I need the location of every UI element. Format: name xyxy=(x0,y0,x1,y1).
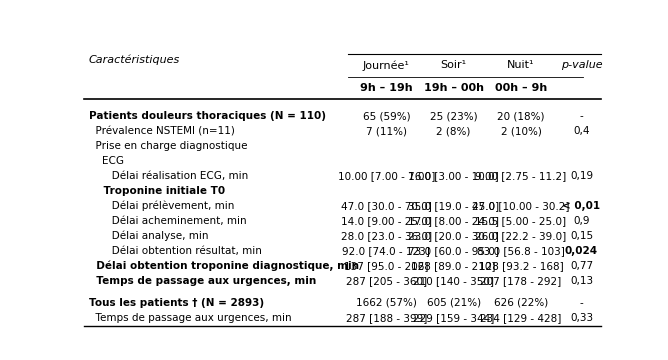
Text: Soir¹: Soir¹ xyxy=(441,60,467,70)
Text: < 0,01: < 0,01 xyxy=(562,201,601,211)
Text: 2 (10%): 2 (10%) xyxy=(500,126,541,136)
Text: -: - xyxy=(580,111,583,121)
Text: 0,13: 0,13 xyxy=(570,276,593,286)
Text: 00h – 9h: 00h – 9h xyxy=(495,82,547,93)
Text: 626 (22%): 626 (22%) xyxy=(494,298,548,308)
Text: 0,4: 0,4 xyxy=(573,126,590,136)
Text: 17.0 [8.00 - 24.0]: 17.0 [8.00 - 24.0] xyxy=(408,216,499,226)
Text: 229 [159 - 344]: 229 [159 - 344] xyxy=(413,313,494,323)
Text: 9h – 19h: 9h – 19h xyxy=(360,82,413,93)
Text: Délai analyse, min: Délai analyse, min xyxy=(89,231,208,242)
Text: 234 [129 - 428]: 234 [129 - 428] xyxy=(480,313,562,323)
Text: 0,19: 0,19 xyxy=(570,171,593,181)
Text: -: - xyxy=(580,298,583,308)
Text: Délai prélèvement, min: Délai prélèvement, min xyxy=(89,201,234,211)
Text: Patients douleurs thoraciques (N = 110): Patients douleurs thoraciques (N = 110) xyxy=(89,111,326,121)
Text: Prise en charge diagnostique: Prise en charge diagnostique xyxy=(89,141,247,151)
Text: Temps de passage aux urgences, min: Temps de passage aux urgences, min xyxy=(89,313,291,323)
Text: 26.0 [22.2 - 39.0]: 26.0 [22.2 - 39.0] xyxy=(476,231,566,241)
Text: 0,15: 0,15 xyxy=(570,231,593,241)
Text: Délai acheminement, min: Délai acheminement, min xyxy=(89,216,246,226)
Text: 2 (8%): 2 (8%) xyxy=(436,126,471,136)
Text: 35.0 [19.0 - 47.0]: 35.0 [19.0 - 47.0] xyxy=(408,201,499,211)
Text: 92.0 [74.0 - 123]: 92.0 [74.0 - 123] xyxy=(343,246,430,256)
Text: Prévalence NSTEMI (n=11): Prévalence NSTEMI (n=11) xyxy=(89,126,234,136)
Text: 0,024: 0,024 xyxy=(565,246,598,256)
Text: 0,9: 0,9 xyxy=(573,216,590,226)
Text: 210 [140 - 350]: 210 [140 - 350] xyxy=(413,276,494,286)
Text: 19h – 00h: 19h – 00h xyxy=(424,82,484,93)
Text: Délai obtention résultat, min: Délai obtention résultat, min xyxy=(89,246,262,256)
Text: Troponine initiale T0: Troponine initiale T0 xyxy=(89,186,225,196)
Text: 9.00 [2.75 - 11.2]: 9.00 [2.75 - 11.2] xyxy=(476,171,566,181)
Text: Délai obtention troponine diagnostique, min: Délai obtention troponine diagnostique, … xyxy=(89,261,359,271)
Text: 137 [95.0 - 206]: 137 [95.0 - 206] xyxy=(344,261,429,271)
Text: Journée¹: Journée¹ xyxy=(363,60,409,71)
Text: 7.00 [3.00 - 10.0]: 7.00 [3.00 - 10.0] xyxy=(408,171,499,181)
Text: Nuit¹: Nuit¹ xyxy=(507,60,534,70)
Text: 14.0 [9.00 - 25.0]: 14.0 [9.00 - 25.0] xyxy=(341,216,432,226)
Text: Délai réalisation ECG, min: Délai réalisation ECG, min xyxy=(89,171,248,181)
Text: 7 (11%): 7 (11%) xyxy=(366,126,407,136)
Text: 0,77: 0,77 xyxy=(570,261,593,271)
Text: 1662 (57%): 1662 (57%) xyxy=(356,298,417,308)
Text: 25 (23%): 25 (23%) xyxy=(430,111,478,121)
Text: 28.0 [23.0 - 36.0]: 28.0 [23.0 - 36.0] xyxy=(341,231,432,241)
Text: 0,33: 0,33 xyxy=(570,313,593,323)
Text: 128 [93.2 - 168]: 128 [93.2 - 168] xyxy=(478,261,563,271)
Text: 128 [89.0 - 210]: 128 [89.0 - 210] xyxy=(411,261,496,271)
Text: 23.0 [20.0 - 30.0]: 23.0 [20.0 - 30.0] xyxy=(408,231,499,241)
Text: Tous les patients † (N = 2893): Tous les patients † (N = 2893) xyxy=(89,298,264,308)
Text: Temps de passage aux urgences, min: Temps de passage aux urgences, min xyxy=(89,276,316,286)
Text: 65 (59%): 65 (59%) xyxy=(363,111,410,121)
Text: 287 [205 - 360]: 287 [205 - 360] xyxy=(346,276,427,286)
Text: 287 [188 - 399]: 287 [188 - 399] xyxy=(345,313,427,323)
Text: 73.0 [60.0 - 95.0]: 73.0 [60.0 - 95.0] xyxy=(408,246,499,256)
Text: 15.5 [5.00 - 25.0]: 15.5 [5.00 - 25.0] xyxy=(476,216,566,226)
Text: Caractéristiques: Caractéristiques xyxy=(89,54,180,65)
Text: 25.0 [10.00 - 30.2]: 25.0 [10.00 - 30.2] xyxy=(472,201,570,211)
Text: 605 (21%): 605 (21%) xyxy=(427,298,481,308)
Text: 47.0 [30.0 - 70.0]: 47.0 [30.0 - 70.0] xyxy=(341,201,432,211)
Text: 207 [178 - 292]: 207 [178 - 292] xyxy=(480,276,562,286)
Text: 20 (18%): 20 (18%) xyxy=(497,111,544,121)
Text: 83.0 [56.8 - 103]: 83.0 [56.8 - 103] xyxy=(477,246,565,256)
Text: p-value: p-value xyxy=(560,60,603,70)
Text: ECG: ECG xyxy=(89,156,124,166)
Text: 10.00 [7.00 - 16.0]: 10.00 [7.00 - 16.0] xyxy=(337,171,435,181)
